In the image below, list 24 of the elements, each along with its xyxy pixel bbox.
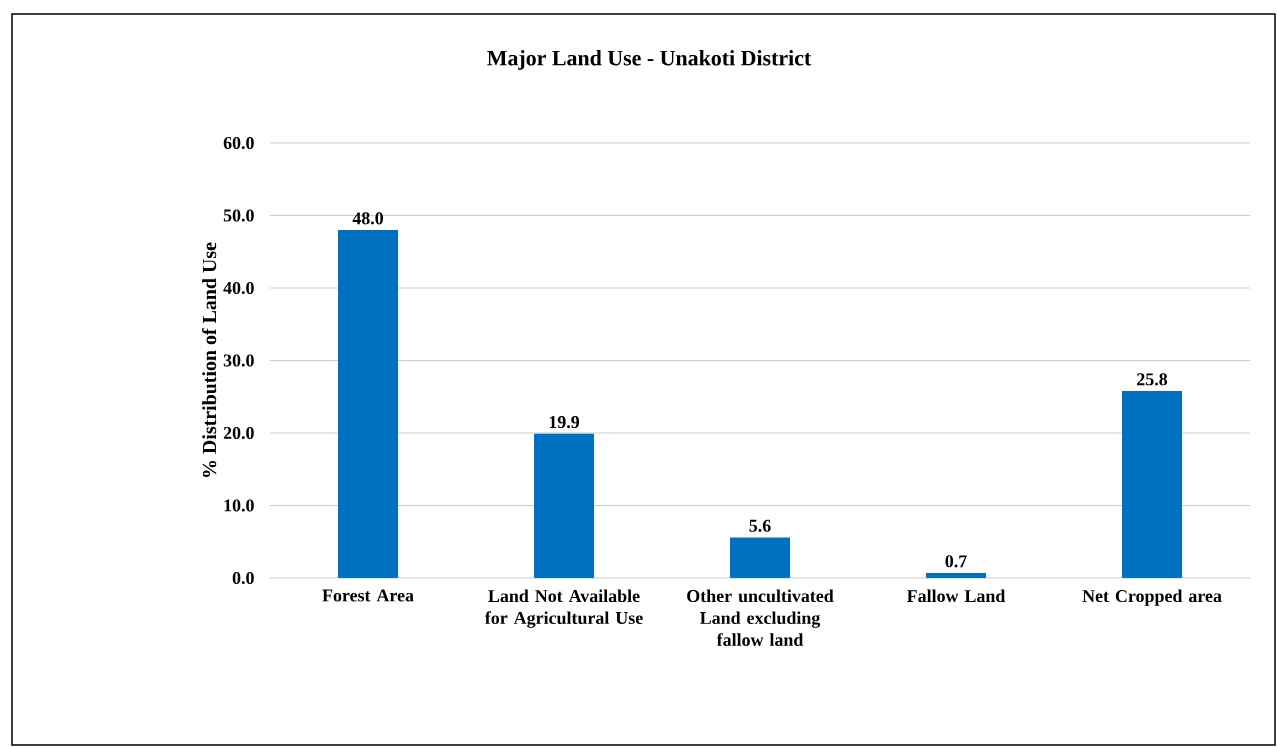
- bar: [338, 229, 399, 578]
- data-label: 5.6: [749, 519, 771, 532]
- data-label: 25.8: [1137, 373, 1168, 386]
- y-tick-label: 20.0: [223, 426, 254, 440]
- y-axis-title: % Distribution of Land Use: [201, 242, 217, 477]
- x-tick-label: Net Cropped area: [1082, 589, 1222, 606]
- bar: [926, 572, 987, 578]
- y-tick-label: 30.0: [223, 354, 254, 367]
- data-label: 48.0: [352, 212, 384, 225]
- y-tick-label: 50.0: [223, 209, 254, 222]
- chart-title: Major Land Use - Unakoti District: [487, 50, 812, 70]
- y-tick-label: 0.0: [232, 571, 254, 585]
- x-tick-label: Forest Area: [322, 589, 414, 602]
- y-tick-label: 60.0: [223, 136, 254, 150]
- bar: [1122, 390, 1183, 578]
- x-tick-label: Fallow Land: [907, 589, 1006, 603]
- y-tick-label: 10.0: [224, 499, 254, 512]
- y-tick-label: 40.0: [223, 281, 254, 295]
- x-tick-label: Other uncultivated Land excluding fallow land: [687, 589, 834, 646]
- bar: [534, 433, 595, 578]
- data-label: 0.7: [945, 555, 967, 568]
- x-tick-label: Land Not Available for Agricultural Use: [484, 589, 643, 628]
- bar: [730, 537, 791, 578]
- data-label: 19.9: [549, 416, 580, 429]
